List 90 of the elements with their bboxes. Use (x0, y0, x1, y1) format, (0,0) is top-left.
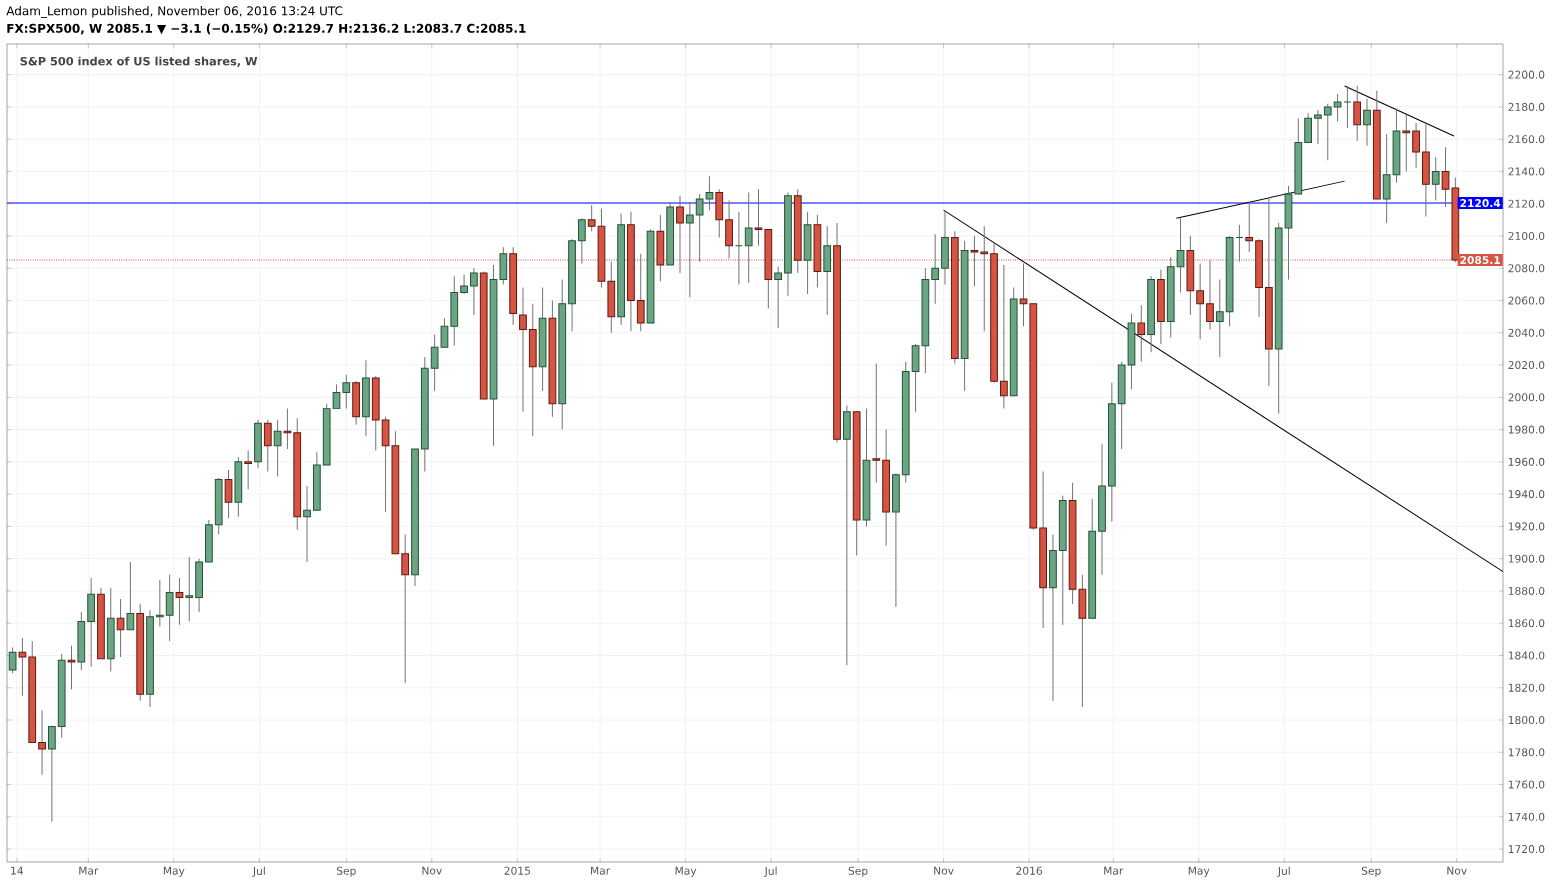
candlestick (185, 556, 194, 623)
y-tick-label: 2200.0 (1508, 70, 1545, 79)
candlestick (470, 267, 478, 316)
y-tick-label: 1840.0 (1508, 651, 1545, 660)
text: FX:SPX500, W 2085.1 ▼ −3.1 (−0.15%) O:2129.7 H:2136.2 L:2083.7 C:2085.1 (7, 23, 526, 35)
y-tick-label: 1980.0 (1508, 425, 1545, 434)
y-tick-label: 1800.0 (1508, 715, 1545, 725)
candlestick (1323, 103, 1332, 161)
y-tick-label: 2180.0 (1508, 102, 1545, 111)
x-tick-label: Jul (252, 866, 265, 877)
y-tick-label: 1900.0 (1508, 554, 1545, 563)
y-tick-label: 2040.0 (1508, 328, 1545, 337)
candlestick (48, 725, 56, 823)
x-tick-label: May (675, 866, 697, 877)
y-tick-label: 2020.0 (1508, 361, 1545, 370)
candlestick (116, 598, 125, 658)
y-tick-label: 1960.0 (1508, 457, 1545, 466)
y-tick-label: 1780.0 (1508, 748, 1545, 757)
y-tick-label: 1760.0 (1508, 780, 1545, 789)
candlestick (744, 191, 753, 284)
candlestick (155, 579, 164, 627)
candlestick (67, 645, 76, 690)
y-tick-label: 2000.0 (1508, 393, 1545, 402)
x-tick-label: 14 (11, 866, 23, 875)
y-tick-label: 1880.0 (1508, 586, 1545, 595)
y-tick-label: 2140.0 (1508, 167, 1545, 176)
candlestick (1000, 264, 1008, 410)
candlestick (1314, 109, 1322, 145)
x-tick-label: Mar (591, 866, 611, 875)
candlestick (1333, 93, 1342, 122)
candlestick (1431, 156, 1440, 201)
candlestick (273, 419, 282, 477)
candlestick (263, 419, 272, 473)
candlestick (1363, 98, 1371, 147)
candlestick (842, 404, 851, 666)
x-tick-label: May (163, 866, 185, 877)
candlestick (685, 201, 694, 298)
candlestick (175, 577, 184, 626)
x-tick-label: Jul (764, 866, 777, 877)
x-tick-label: Jul (1277, 866, 1290, 877)
x-tick-label: Nov (934, 866, 954, 875)
y-tick-label: 1720.0 (1508, 845, 1545, 854)
x-tick-label: Nov (1447, 866, 1467, 875)
candlestick (1402, 114, 1411, 172)
candlestick (1412, 122, 1420, 169)
x-tick-label: Sep (336, 866, 356, 877)
candlestick (519, 287, 527, 413)
candlestick (872, 362, 881, 484)
text: Adam_Lemon published, November 06, 2016 13:24 UTC (6, 6, 343, 18)
y-tick-label: 2160.0 (1508, 135, 1545, 144)
candlestick (1245, 201, 1254, 253)
candlestick (303, 485, 311, 563)
y-tick-label: 2080.0 (1508, 264, 1545, 273)
candlestick (1353, 85, 1362, 142)
y-tick-label: 1860.0 (1508, 619, 1545, 628)
candlestick (224, 469, 233, 519)
y-tick-label: 2120.0 (1508, 199, 1545, 208)
x-tick-label: 2016 (1016, 866, 1042, 875)
text: S&P 500 index of US listed shares, W (20, 56, 258, 67)
ref-line-label: 2120.4 (1460, 199, 1501, 208)
candlestick (931, 233, 940, 305)
x-tick-label: 2015 (504, 866, 530, 875)
x-tick-label: Mar (1104, 866, 1124, 875)
x-tick-label: Mar (79, 866, 99, 875)
y-tick-label: 1940.0 (1508, 490, 1545, 499)
x-tick-label: Sep (1361, 866, 1381, 877)
candlestick (401, 533, 410, 684)
y-tick-label: 1920.0 (1508, 522, 1545, 531)
candlestick (165, 574, 174, 642)
candlestick (18, 637, 27, 697)
y-tick-label: 1820.0 (1508, 683, 1545, 692)
x-tick-label: Nov (422, 866, 442, 875)
candlestick (38, 709, 46, 776)
candlestick (577, 217, 586, 264)
candlestick (1215, 279, 1224, 358)
ref-line-label: 2085.1 (1460, 255, 1501, 265)
y-tick-label: 1740.0 (1508, 812, 1545, 821)
y-tick-label: 2100.0 (1508, 231, 1545, 241)
candlestick (1343, 85, 1352, 129)
candlestick (1176, 217, 1185, 293)
candlestick (244, 450, 253, 490)
candlestick (1196, 262, 1205, 340)
candlestick (774, 266, 783, 329)
x-tick-label: May (1188, 866, 1210, 877)
y-tick-label: 2060.0 (1508, 296, 1545, 305)
candlestick (8, 646, 17, 674)
candlestick (126, 561, 135, 631)
candlestick (460, 274, 468, 295)
candlestick (1137, 304, 1146, 363)
x-tick-label: Sep (848, 866, 868, 877)
